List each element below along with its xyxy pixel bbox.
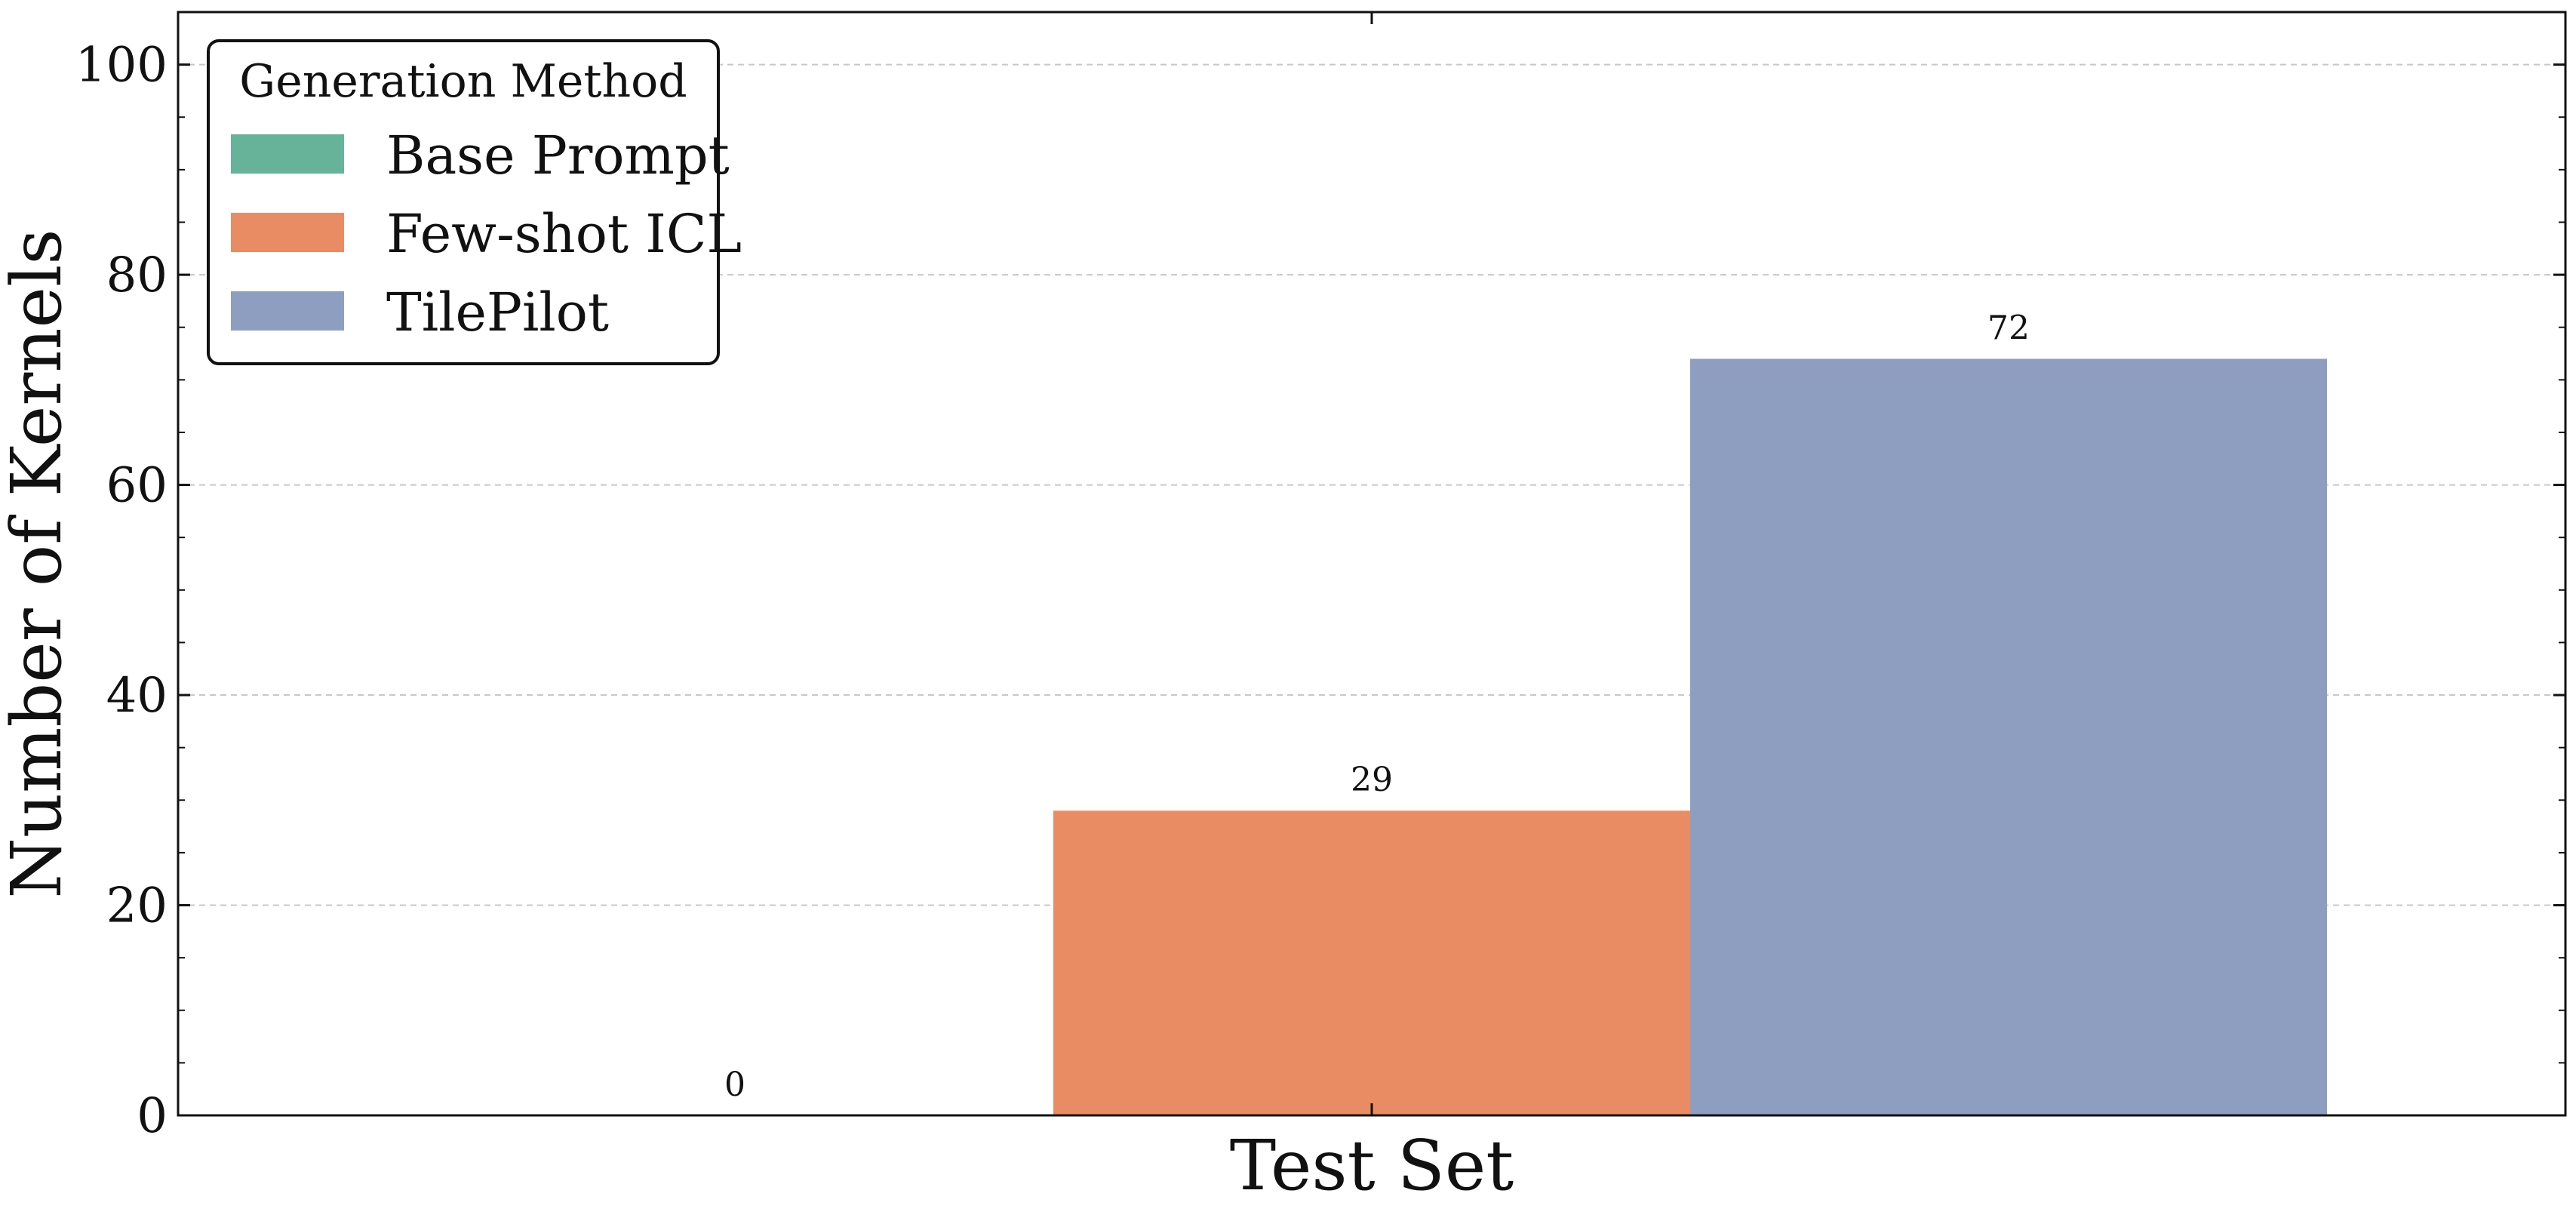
legend-swatch (231, 213, 344, 252)
bars (1053, 358, 2327, 1115)
legend-box (207, 39, 720, 365)
data-label: 29 (1351, 761, 1393, 799)
axis-ticks: 0 20 40 60 80 100 (75, 11, 2565, 1144)
y-tick-label: 20 (106, 878, 168, 934)
y-tick-label: 40 (106, 668, 168, 724)
legend-label: Few-shot ICL (386, 203, 742, 265)
y-tick-label: 100 (75, 38, 168, 94)
data-label: 0 (724, 1066, 745, 1104)
legend-items: Base Prompt Few-shot ICL TilePilot (231, 125, 742, 343)
y-tick-label: 80 (106, 248, 168, 303)
x-axis-title: Test Set (1230, 1125, 1514, 1206)
legend-swatch (231, 291, 344, 331)
legend: Generation Method Base Prompt Few-shot IC… (207, 39, 742, 365)
y-tick-label: 60 (106, 458, 168, 514)
bar (1690, 358, 2327, 1115)
data-label: 72 (1987, 309, 2030, 347)
data-labels: 0 29 72 (724, 309, 2030, 1104)
legend-title: Generation Method (239, 55, 687, 108)
legend-swatch (231, 134, 344, 174)
legend-label: Base Prompt (386, 125, 730, 186)
y-tick-label: 0 (137, 1088, 168, 1144)
legend-label: TilePilot (386, 281, 609, 343)
bar (1053, 810, 1690, 1115)
y-axis-title: Number of Kernels (0, 229, 77, 898)
